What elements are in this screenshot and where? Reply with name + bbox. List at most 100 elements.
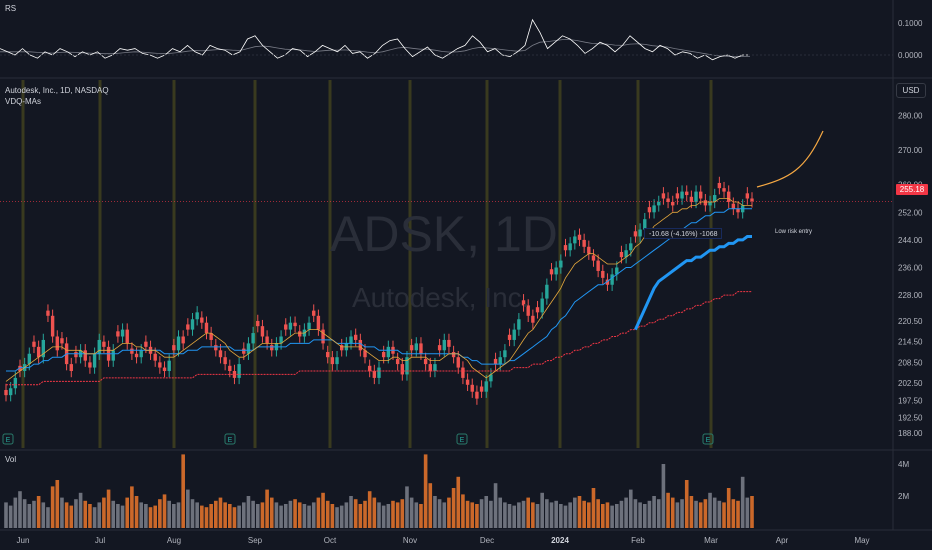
volume-bar xyxy=(675,502,680,528)
volume-bar xyxy=(209,504,213,528)
volume-bar xyxy=(130,486,134,528)
candle-body xyxy=(685,191,689,196)
candle-body xyxy=(237,364,241,378)
price-tick-label: 192.50 xyxy=(898,414,923,423)
volume-bar xyxy=(465,500,470,528)
volume-bar xyxy=(433,496,437,528)
candle-body xyxy=(419,343,423,354)
volume-bar xyxy=(447,497,451,528)
candle-body xyxy=(284,324,288,330)
volume-bar xyxy=(218,497,223,528)
candle-body xyxy=(540,298,544,313)
candle-body xyxy=(83,350,87,361)
time-axis-label: Nov xyxy=(403,536,417,545)
volume-bar xyxy=(517,502,521,528)
candle-body xyxy=(713,195,717,202)
candle-body xyxy=(260,326,265,337)
candle-body xyxy=(36,346,41,358)
indicator-name[interactable]: VDQ-MAs xyxy=(5,97,41,106)
volume-bar xyxy=(27,504,32,528)
currency-button[interactable]: USD xyxy=(896,83,926,98)
candle-body xyxy=(615,267,619,275)
volume-bar xyxy=(484,496,489,528)
price-tick-label: 270.00 xyxy=(898,146,923,155)
ma-blue-line xyxy=(6,208,752,372)
time-axis-label: Sep xyxy=(248,536,263,545)
volume-bar xyxy=(60,497,64,528)
candle-body xyxy=(577,234,582,240)
candle-body xyxy=(144,341,148,347)
candle-body xyxy=(726,191,731,202)
earnings-marker-label: E xyxy=(460,437,465,444)
candle-body xyxy=(526,305,530,316)
candle-body xyxy=(74,352,78,358)
volume-bar xyxy=(381,505,386,528)
candle-body xyxy=(437,345,442,351)
earnings-marker: E xyxy=(224,433,236,445)
volume-bar xyxy=(722,502,726,528)
volume-bar xyxy=(507,504,512,528)
volume-bar xyxy=(628,489,633,528)
candle-body xyxy=(708,201,712,206)
candle-body xyxy=(442,339,446,351)
volume-bar xyxy=(288,500,293,528)
candle-body xyxy=(475,391,479,399)
volume-bar xyxy=(479,499,484,528)
symbol-line[interactable]: Autodesk, Inc., 1D, NASDAQ xyxy=(5,86,109,95)
volume-bar xyxy=(577,496,582,528)
candle-body xyxy=(414,343,418,351)
price-tick-label: 220.50 xyxy=(898,317,923,326)
volume-bar xyxy=(363,500,367,528)
candle-body xyxy=(270,345,274,351)
candle-body xyxy=(563,245,568,251)
volume-bar xyxy=(111,500,116,528)
volume-bar xyxy=(624,497,628,528)
volume-bar xyxy=(559,504,563,528)
candle-body xyxy=(134,353,139,358)
volume-bar xyxy=(293,499,297,528)
candle-body xyxy=(587,246,591,254)
time-axis-label: Feb xyxy=(631,536,645,545)
price-tick-label: 214.50 xyxy=(898,338,923,347)
volume-bar xyxy=(260,502,265,528)
volume-bar xyxy=(503,502,507,528)
volume-bar xyxy=(377,502,381,528)
candle-body xyxy=(535,307,540,313)
volume-bar xyxy=(437,499,442,528)
candle-body xyxy=(55,336,59,351)
volume-bar xyxy=(311,502,316,528)
volume-bar xyxy=(116,504,120,528)
candle-body xyxy=(596,260,600,271)
volume-bar xyxy=(498,497,503,528)
candle-body xyxy=(214,345,218,351)
candle-body xyxy=(638,229,642,237)
candle-body xyxy=(694,191,698,202)
rs-line xyxy=(0,18,750,61)
volume-bar xyxy=(162,494,167,528)
earnings-marker-label: E xyxy=(228,437,233,444)
volume-bar xyxy=(545,499,549,528)
volume-bar xyxy=(689,496,694,528)
volume-bar xyxy=(405,486,409,528)
volume-bar xyxy=(708,492,712,528)
time-axis-label: Jul xyxy=(95,536,105,545)
volume-bar xyxy=(614,504,619,528)
volume-bar xyxy=(456,476,461,528)
candle-body xyxy=(731,203,736,209)
candle-body xyxy=(661,193,666,199)
candle-body xyxy=(447,339,451,347)
volume-bar xyxy=(302,504,307,528)
volume-bar xyxy=(134,496,139,528)
candle-body xyxy=(116,331,120,337)
candle-body xyxy=(512,329,516,340)
volume-bar xyxy=(391,500,395,528)
candle-body xyxy=(377,367,381,378)
volume-bar xyxy=(493,483,498,528)
candle-body xyxy=(153,353,157,361)
earnings-marker-box xyxy=(2,433,14,445)
candle-body xyxy=(652,205,656,213)
candles-group xyxy=(4,176,754,405)
candle-body xyxy=(256,320,260,327)
price-tick-label: 197.50 xyxy=(898,396,923,405)
